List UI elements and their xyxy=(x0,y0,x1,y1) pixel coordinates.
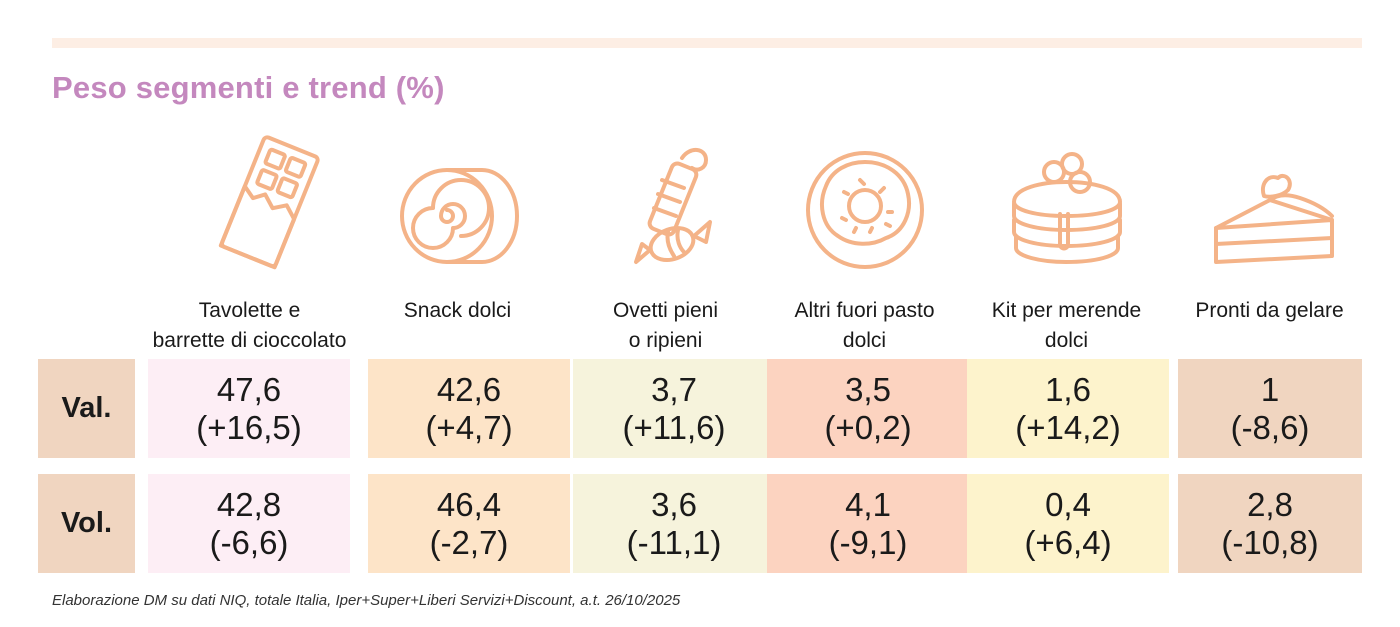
cell-trend: (-2,7) xyxy=(429,523,509,561)
vol-cell-kit-merende: 0,4 (+6,4) xyxy=(967,474,1169,573)
row-header-val: Val. xyxy=(38,359,135,458)
cell-trend: (-10,8) xyxy=(1221,523,1319,561)
cell-value: 42,6 xyxy=(436,370,502,408)
val-cell-ovetti: 3,7 (+11,6) xyxy=(573,359,775,458)
vol-cell-snack-dolci: 46,4 (-2,7) xyxy=(368,474,570,573)
cell-value: 3,7 xyxy=(651,370,697,408)
cell-value: 1 xyxy=(1260,370,1280,408)
val-cell-pronti-gelare: 1 (-8,6) xyxy=(1178,359,1362,458)
cell-trend: (-9,1) xyxy=(828,523,908,561)
cake-slice-icon xyxy=(1208,150,1338,290)
cell-trend: (-8,6) xyxy=(1230,408,1310,446)
cell-value: 1,6 xyxy=(1045,370,1091,408)
cell-trend: (+11,6) xyxy=(622,408,726,446)
donut-icon xyxy=(800,140,930,280)
cell-value: 46,4 xyxy=(436,485,502,523)
cell-value: 3,5 xyxy=(845,370,891,408)
cell-trend: (+0,2) xyxy=(824,408,912,446)
row-header-vol: Vol. xyxy=(38,474,135,573)
candy-icon xyxy=(610,138,740,278)
cell-value: 47,6 xyxy=(216,370,282,408)
swiss-roll-icon xyxy=(392,150,522,290)
source-note: Elaborazione DM su dati NIQ, totale Ital… xyxy=(52,592,681,609)
chart-title: Peso segmenti e trend (%) xyxy=(52,70,445,105)
category-label-pronti-gelare: Pronti da gelare xyxy=(1195,299,1344,322)
top-band xyxy=(52,38,1362,48)
cell-value: 42,8 xyxy=(216,485,282,523)
cell-trend: (+16,5) xyxy=(196,408,302,446)
cell-value: 0,4 xyxy=(1045,485,1091,523)
cell-trend: (-6,6) xyxy=(209,523,289,561)
category-label-tavolette: Tavolette e barrette di cioccolato xyxy=(152,299,347,352)
vol-cell-pronti-gelare: 2,8 (-10,8) xyxy=(1178,474,1362,573)
cell-value: 4,1 xyxy=(845,485,891,523)
cell-trend: (-11,1) xyxy=(626,523,722,561)
chocolate-bar-icon xyxy=(200,133,330,273)
vol-cell-ovetti: 3,6 (-11,1) xyxy=(573,474,775,573)
val-cell-altri-fuori-pasto: 3,5 (+0,2) xyxy=(767,359,969,458)
cell-trend: (+4,7) xyxy=(425,408,513,446)
val-cell-tavolette: 47,6 (+16,5) xyxy=(148,359,350,458)
cell-value: 3,6 xyxy=(651,485,697,523)
val-cell-kit-merende: 1,6 (+14,2) xyxy=(967,359,1169,458)
vol-cell-altri-fuori-pasto: 4,1 (-9,1) xyxy=(767,474,969,573)
vol-cell-tavolette: 42,8 (-6,6) xyxy=(148,474,350,573)
cell-value: 2,8 xyxy=(1247,485,1293,523)
val-cell-snack-dolci: 42,6 (+4,7) xyxy=(368,359,570,458)
category-label-ovetti: Ovetti pieni o ripieni xyxy=(612,299,719,352)
category-label-snack-dolci: Snack dolci xyxy=(403,299,512,322)
cell-trend: (+14,2) xyxy=(1015,408,1121,446)
category-label-kit-merende: Kit per merende dolci xyxy=(991,299,1142,352)
category-label-altri-fuori-pasto: Altri fuori pasto dolci xyxy=(794,299,935,352)
cell-trend: (+6,4) xyxy=(1024,523,1112,561)
pancakes-icon xyxy=(1002,140,1132,280)
